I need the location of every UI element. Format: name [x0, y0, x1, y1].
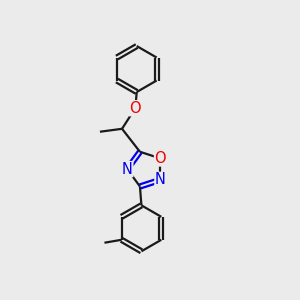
Text: N: N [122, 162, 133, 177]
Text: N: N [155, 172, 166, 188]
Text: O: O [130, 101, 141, 116]
Text: O: O [154, 151, 166, 166]
